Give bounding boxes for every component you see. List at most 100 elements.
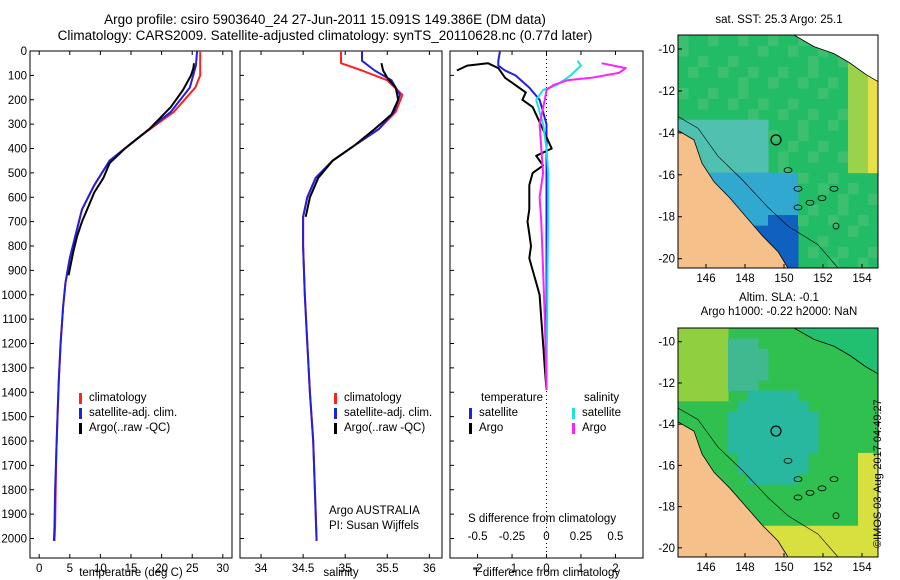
sst-cell <box>738 162 749 174</box>
legend-s-satellite: satellite <box>582 407 621 419</box>
lat-tick-label: -10 <box>658 337 675 349</box>
sst-cell <box>778 172 789 184</box>
sla-cell <box>758 369 769 381</box>
legend-s-argo: Argo <box>582 422 607 434</box>
lat-tick-label: -18 <box>658 502 675 514</box>
sst-cell <box>728 151 739 163</box>
difference-temperature-legend: temperature satellite Argo <box>467 391 543 436</box>
sla-reef <box>829 476 839 483</box>
sst-island <box>832 222 840 230</box>
legend-argo: Argo(..raw -QC) <box>344 422 426 434</box>
sst-cell <box>758 204 769 216</box>
sst-cell <box>808 204 819 216</box>
sla-cell <box>798 452 809 464</box>
sst-cell <box>708 162 719 174</box>
sla-cell <box>778 536 789 548</box>
sst-cell <box>868 119 879 131</box>
sla-cell <box>738 463 749 475</box>
sla-cell <box>858 525 869 537</box>
legend-climatology: climatology <box>344 392 402 404</box>
sst-cell <box>788 204 799 216</box>
sst-cell <box>758 45 769 57</box>
sst-cell <box>858 98 869 110</box>
sst-cell <box>728 193 739 205</box>
sla-cell <box>768 411 779 423</box>
sst-cell <box>848 119 859 131</box>
sst-cell <box>678 45 689 57</box>
sla-cell <box>828 536 839 548</box>
sst-cell <box>758 225 769 237</box>
sla-cell <box>728 338 739 350</box>
sst-cell <box>858 87 869 100</box>
sst-cell <box>818 87 829 100</box>
sla-cell <box>688 338 699 350</box>
sla-cell <box>848 546 859 558</box>
sla-cell <box>688 348 699 360</box>
lon-tick-label: 146 <box>696 273 715 285</box>
sst-cell <box>798 119 809 131</box>
lat-tick-label: -16 <box>658 170 675 182</box>
sst-cell <box>868 140 879 152</box>
sla-cell <box>738 452 749 464</box>
sst-cell <box>738 35 749 47</box>
sla-cell <box>768 473 779 485</box>
sst-cell <box>858 215 869 227</box>
sla-cell <box>778 463 789 475</box>
difference-salinity-legend: salinity satellite Argo <box>570 391 621 436</box>
sst-cell <box>788 98 799 110</box>
sla-cell <box>748 338 759 350</box>
sst-cell <box>698 56 709 68</box>
sla-cell <box>858 473 869 485</box>
sst-cell <box>788 193 799 205</box>
sst-reef <box>793 204 803 211</box>
sla-cell <box>748 421 759 433</box>
sla-cell <box>798 536 809 548</box>
sst-cell <box>768 215 779 227</box>
s-difference-label: S difference from climatology <box>468 513 617 525</box>
sst-cell <box>788 183 799 195</box>
sst-cell <box>778 204 789 216</box>
y-tick-label: 100 <box>8 70 27 82</box>
sst-cell <box>738 193 749 205</box>
x-tick-label: 2 <box>612 563 618 575</box>
sst-cell <box>768 172 779 184</box>
sst-cell <box>698 119 709 131</box>
sst-cell <box>738 151 749 163</box>
sla-cell <box>788 525 799 537</box>
sst-cell <box>798 215 809 227</box>
panel-frame-salinity <box>239 50 443 559</box>
sla-cell <box>788 442 799 454</box>
sst-cell <box>798 130 809 142</box>
lon-tick-label: 154 <box>852 273 872 285</box>
sla-cell <box>758 390 769 402</box>
sla-cell <box>708 369 719 381</box>
series-line-temperature-satellite <box>52 50 199 541</box>
sst-cell <box>788 45 799 57</box>
sst-cell <box>858 140 869 152</box>
sla-cell <box>868 494 879 506</box>
sst-cell <box>768 183 779 195</box>
sst-cell <box>738 119 749 131</box>
sla-cell <box>748 411 759 423</box>
sst-cell <box>758 140 769 152</box>
sla-cell <box>798 442 809 454</box>
sst-cell <box>808 109 819 121</box>
y-tick-label: 1900 <box>1 509 27 521</box>
sst-cell <box>778 66 789 78</box>
x-tick-label: 34 <box>255 563 268 575</box>
sla-cell <box>698 348 709 360</box>
y-tick-label: 900 <box>8 265 27 277</box>
sst-cell <box>758 183 769 195</box>
sla-cell <box>738 380 749 391</box>
lon-tick-label: 150 <box>774 562 793 574</box>
sst-cell <box>728 183 739 195</box>
sst-cell <box>868 162 879 174</box>
sst-cell <box>798 77 809 89</box>
sla-cell <box>678 328 689 339</box>
sst-cell <box>718 172 729 184</box>
x-tick-label: 35.5 <box>376 563 398 575</box>
sla-cell <box>818 525 829 537</box>
sla-cell <box>718 328 729 339</box>
sla-cell <box>768 452 779 464</box>
sst-cell <box>808 246 819 258</box>
